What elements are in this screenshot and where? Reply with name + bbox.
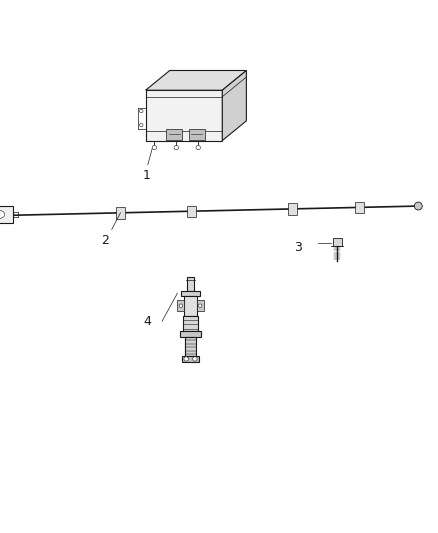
Bar	[185, 336, 196, 356]
Bar	[116, 207, 125, 219]
Circle shape	[174, 146, 179, 150]
Bar	[181, 290, 200, 296]
Bar	[182, 356, 199, 361]
Bar	[355, 201, 364, 213]
Text: 4: 4	[143, 315, 151, 328]
Polygon shape	[145, 70, 246, 90]
Bar	[197, 300, 204, 311]
Bar	[288, 203, 297, 215]
Circle shape	[152, 146, 157, 150]
Text: 3: 3	[294, 241, 302, 254]
Bar	[180, 332, 201, 336]
Circle shape	[139, 123, 143, 127]
Text: 2: 2	[101, 233, 109, 247]
Bar	[0, 206, 13, 223]
Bar	[166, 129, 182, 140]
Polygon shape	[222, 70, 246, 141]
Circle shape	[198, 304, 202, 308]
Bar	[187, 206, 196, 217]
Circle shape	[196, 146, 200, 150]
Circle shape	[184, 357, 188, 361]
Bar	[189, 129, 205, 140]
Circle shape	[414, 202, 422, 210]
Bar	[184, 296, 197, 316]
Bar	[177, 300, 184, 311]
Ellipse shape	[0, 209, 5, 220]
Polygon shape	[145, 90, 222, 141]
Text: 1: 1	[143, 169, 151, 182]
Bar	[333, 238, 342, 246]
Bar	[183, 316, 198, 332]
Circle shape	[139, 109, 143, 113]
Bar	[187, 278, 194, 290]
Circle shape	[193, 357, 197, 361]
Circle shape	[179, 304, 183, 308]
